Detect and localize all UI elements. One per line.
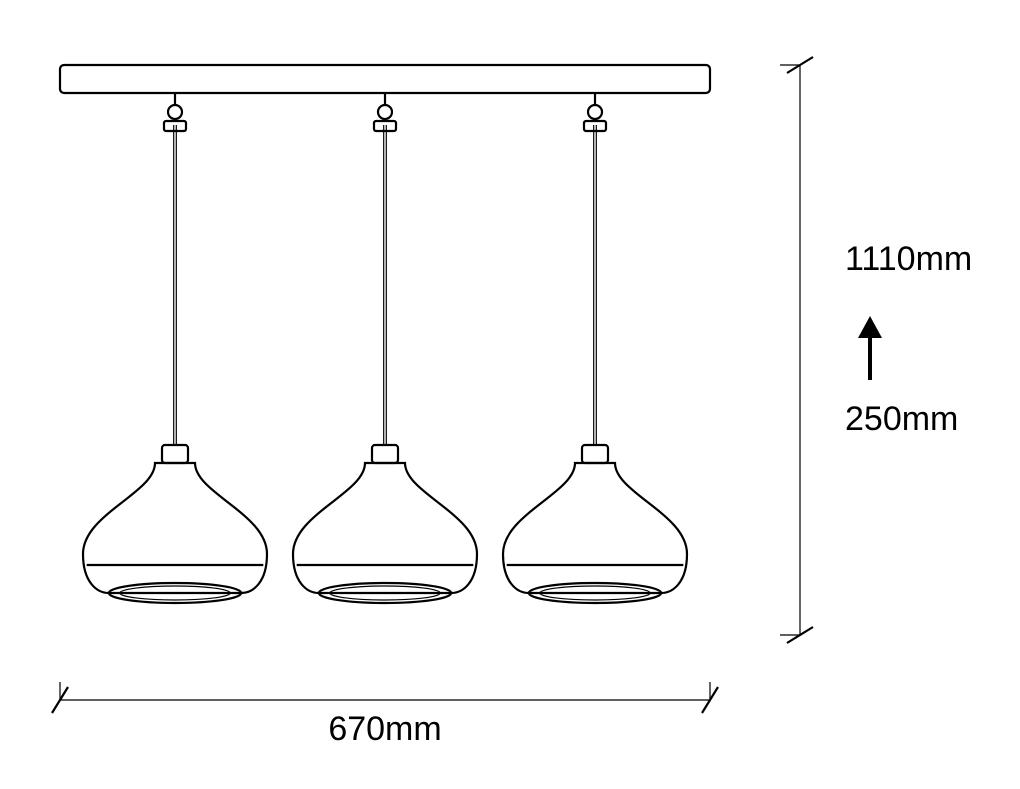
pendant: [83, 125, 267, 603]
hanger: [584, 93, 606, 131]
height-max-label: 1110mm: [845, 240, 972, 278]
ceiling-plate: [60, 65, 710, 93]
hanger: [164, 93, 186, 131]
pendant: [503, 125, 687, 603]
shade-outline: [503, 463, 687, 593]
width-label: 670mm: [328, 710, 441, 748]
pendant: [293, 125, 477, 603]
width-dimension: 670mm: [52, 682, 718, 748]
shade-outline: [83, 463, 267, 593]
height-min-label: 250mm: [845, 400, 958, 438]
hanger: [374, 93, 396, 131]
up-arrow-icon: [858, 316, 882, 380]
shade-outline: [293, 463, 477, 593]
height-dimension: 1110mm 250mm: [780, 57, 972, 643]
